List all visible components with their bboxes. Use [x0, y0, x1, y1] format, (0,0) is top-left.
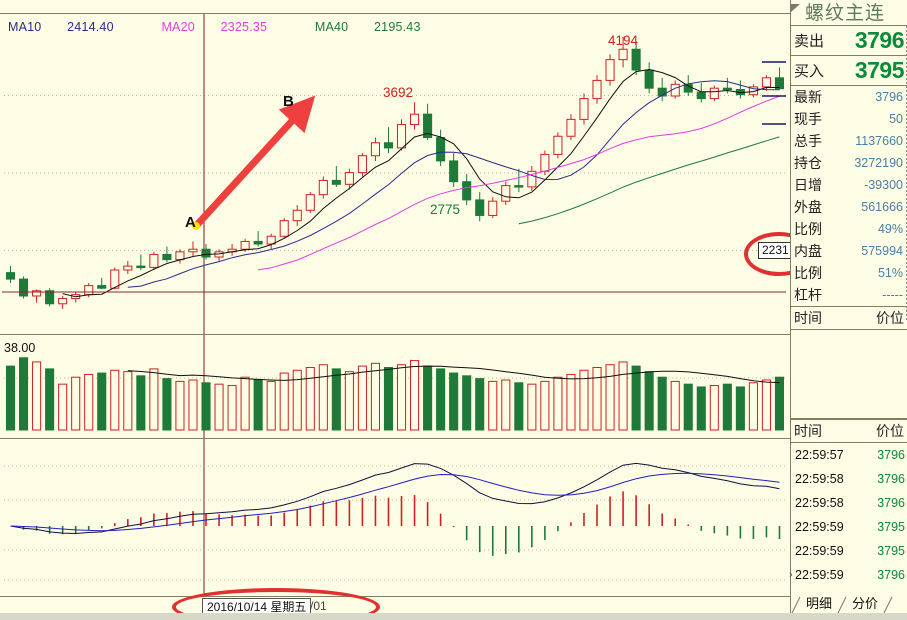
- tick-time: 22:59:57: [795, 448, 844, 462]
- tick-row[interactable]: 22:59:58 3796: [791, 491, 907, 515]
- quote-row-label: 内盘: [794, 244, 822, 260]
- ask-label: 卖出: [794, 32, 825, 50]
- quote-row-value: -39300: [864, 178, 903, 192]
- quote-row-label: 日增: [794, 178, 822, 194]
- quote-row-value: 51%: [877, 266, 903, 280]
- price-label-3692: 3692: [383, 85, 414, 100]
- tick-table-header: 时间 价位: [791, 419, 907, 443]
- volume-scale-label: 38.00: [4, 341, 36, 355]
- price-label-2775: 2775: [430, 202, 461, 217]
- panel-separator-volume: [0, 334, 790, 335]
- ask-row[interactable]: 卖出 3796: [791, 26, 907, 56]
- quote-mid-header: 时间 价位: [791, 307, 907, 330]
- quote-row-8: 比例 51%: [791, 262, 907, 284]
- quote-row-value: 561666: [861, 200, 903, 214]
- tab-price-distribution[interactable]: 分价: [852, 597, 879, 612]
- ma-legend: MA10 2414.40 MA20 2325.35 MA40 2195.43: [8, 20, 465, 34]
- quote-row-3: 持仓 3272190: [791, 152, 907, 174]
- tick-row[interactable]: 22:59:59 3795: [791, 539, 907, 563]
- quote-row-label: 最新: [794, 90, 822, 106]
- tab-detail[interactable]: 明细: [806, 597, 833, 612]
- quote-row-value: 50: [889, 112, 903, 126]
- collapse-arrow-icon[interactable]: [791, 4, 800, 12]
- tick-table-body[interactable]: 22:59:57 3796 22:59:58 3796 22:59:58 3796 22:5…: [789, 443, 907, 587]
- quote-empty-region: [791, 330, 907, 419]
- tab-separator: [837, 596, 847, 614]
- quote-row-value: 1137660: [855, 134, 903, 148]
- chart-area[interactable]: MA10 2414.40 MA20 2325.35 MA40 2195.43 3…: [0, 0, 790, 620]
- tick-time: 22:59:58: [795, 496, 844, 510]
- quote-mid-header-time: 时间: [794, 311, 822, 327]
- ma10-legend: MA10 2414.40: [8, 20, 114, 34]
- quote-row-9: 杠杆 -----: [791, 284, 907, 306]
- quote-row-value: 49%: [877, 222, 903, 236]
- tick-header-price: 价位: [876, 424, 904, 440]
- tick-row[interactable]: 22:59:57 3796: [791, 443, 907, 467]
- tick-row[interactable]: › 22:59:59 3796: [789, 563, 907, 587]
- tab-separator: [883, 596, 893, 614]
- tick-marker-icon: ›: [789, 569, 793, 581]
- quote-row-7: 内盘 575994: [791, 240, 907, 262]
- annotation-ellipse-date: [172, 588, 380, 620]
- tick-price: 3796: [877, 448, 905, 462]
- tick-price: 3796: [877, 496, 905, 510]
- panel-separator-macd: [0, 438, 790, 439]
- quote-row-value: 3796: [875, 90, 903, 104]
- tick-price: 3795: [877, 544, 905, 558]
- tick-row[interactable]: 22:59:59 3795: [791, 515, 907, 539]
- quote-mid-header-price: 价位: [876, 311, 904, 327]
- chart-canvas: [2, 14, 786, 596]
- annotation-ellipse-price: [744, 232, 790, 276]
- quote-row-0: 最新 3796: [791, 86, 907, 108]
- quote-row-label: 持仓: [794, 156, 822, 172]
- panel-separator-top: [0, 13, 790, 14]
- quote-row-label: 比例: [794, 222, 822, 238]
- panel-separator-bottom: [0, 596, 790, 597]
- annotation-point-a: A: [185, 214, 196, 231]
- bid-value: 3795: [854, 57, 905, 83]
- annotation-point-b: B: [283, 93, 294, 110]
- price-label-4194: 4194: [608, 33, 639, 48]
- quote-row-6: 比例 49%: [791, 218, 907, 240]
- quote-panel: 螺纹主连 卖出 3796 买入 3795 最新 3796 现手 50 总手 1137660…: [789, 0, 907, 620]
- tick-time: 22:59:59: [795, 520, 844, 534]
- quote-row-1: 现手 50: [791, 108, 907, 130]
- quote-row-label: 杠杆: [794, 288, 822, 304]
- quote-row-label: 外盘: [794, 200, 822, 216]
- tab-separator: [791, 596, 801, 614]
- quote-row-value: -----: [882, 288, 903, 302]
- tick-header-time: 时间: [794, 424, 822, 440]
- quote-row-5: 外盘 561666: [791, 196, 907, 218]
- quote-row-2: 总手 1137660: [791, 130, 907, 152]
- quote-row-label: 总手: [794, 134, 822, 150]
- tick-price: 3796: [877, 568, 905, 582]
- tick-time: 22:59:59: [795, 568, 844, 582]
- tick-time: 22:59:58: [795, 472, 844, 486]
- quote-row-label: 比例: [794, 266, 822, 282]
- bottom-strip: [0, 613, 907, 620]
- bid-label: 买入: [794, 62, 825, 80]
- quote-row-label: 现手: [794, 112, 822, 128]
- quote-row-4: 日增 -39300: [791, 174, 907, 196]
- ma40-legend: MA40 2195.43: [314, 20, 421, 34]
- tick-row[interactable]: 22:59:58 3796: [791, 467, 907, 491]
- instrument-title-text: 螺纹主连: [805, 2, 886, 24]
- bid-row[interactable]: 买入 3795: [791, 56, 907, 86]
- instrument-title[interactable]: 螺纹主连: [791, 0, 907, 26]
- quote-row-value: 575994: [861, 244, 903, 258]
- tick-time: 22:59:59: [795, 544, 844, 558]
- quote-stats-list: 最新 3796 现手 50 总手 1137660 持仓 3272190 日增 -39300 外盘 56…: [791, 86, 907, 307]
- ask-value: 3796: [854, 27, 905, 53]
- tick-price: 3795: [877, 520, 905, 534]
- ma20-legend: MA20 2325.35: [161, 20, 268, 34]
- panel-tabs[interactable]: 明细 分价: [791, 592, 907, 614]
- quote-row-value: 3272190: [854, 156, 903, 170]
- tick-price: 3796: [877, 472, 905, 486]
